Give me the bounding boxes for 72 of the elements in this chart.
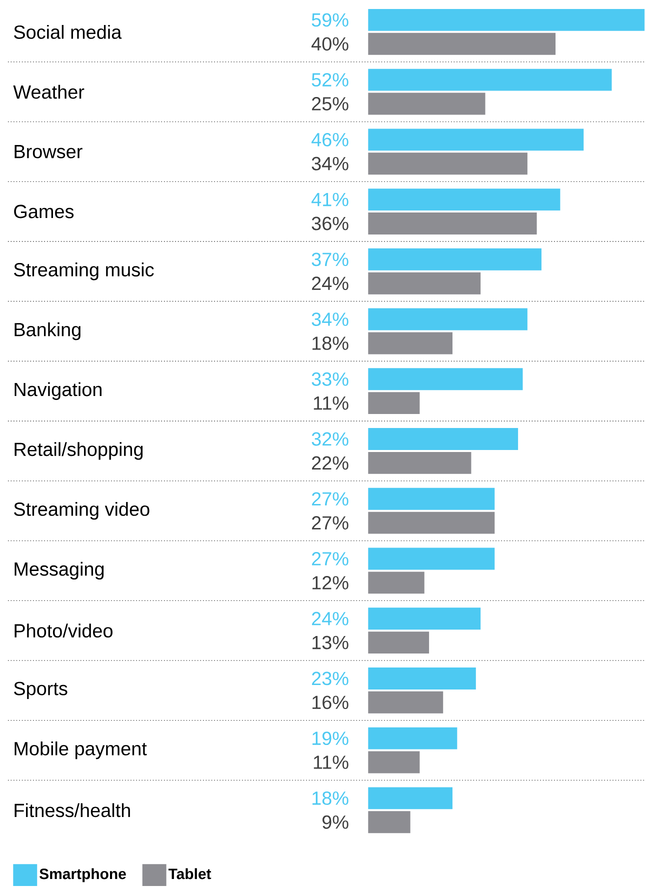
y-tick-label: Messaging — [14, 562, 104, 580]
bar — [368, 512, 495, 534]
legend-label: Smartphone — [40, 868, 126, 882]
y-tick-label: Browser — [14, 145, 82, 158]
data-label: 12% — [312, 576, 348, 590]
bar — [368, 751, 420, 774]
bar — [368, 608, 481, 630]
data-label: 24% — [312, 612, 348, 626]
y-tick-label: Retail/shopping — [14, 442, 143, 460]
data-label: 9% — [322, 815, 348, 829]
data-label: 37% — [312, 252, 348, 266]
data-label: 52% — [312, 73, 348, 87]
bar — [368, 667, 476, 690]
y-tick-label: Weather — [13, 84, 84, 99]
bar — [368, 8, 645, 31]
data-label: 16% — [312, 696, 348, 710]
data-label: 23% — [312, 672, 348, 686]
y-tick-label: Navigation — [14, 382, 102, 400]
y-tick-label: Sports — [14, 682, 68, 700]
data-label: 27% — [312, 552, 348, 566]
y-tick-label: Social media — [14, 24, 122, 39]
data-label: 34% — [312, 156, 348, 170]
bar — [368, 152, 528, 175]
bar — [368, 632, 430, 654]
bar — [368, 488, 495, 510]
y-tick-label: Games — [14, 204, 74, 218]
data-label: 11% — [314, 396, 348, 410]
data-label: 19% — [312, 732, 348, 746]
bar — [368, 428, 518, 450]
data-label: 33% — [312, 372, 348, 386]
y-tick-label: Banking — [14, 322, 80, 340]
bar — [368, 332, 453, 354]
bar — [368, 368, 523, 390]
data-label: 18% — [312, 336, 348, 350]
bar — [368, 572, 424, 594]
data-label: 40% — [312, 37, 348, 51]
data-label: 32% — [312, 432, 348, 446]
data-label: 46% — [312, 132, 348, 146]
data-label: 34% — [312, 312, 348, 326]
bar — [368, 188, 560, 211]
bar — [368, 548, 495, 570]
data-label: 22% — [312, 456, 348, 470]
data-label: 13% — [312, 636, 348, 650]
data-label: 36% — [312, 216, 348, 230]
data-label: 25% — [312, 97, 348, 110]
bar — [368, 92, 486, 115]
bar — [368, 32, 556, 55]
y-tick-label: Streaming video — [14, 502, 150, 520]
y-tick-label: Fitness/health — [14, 803, 130, 818]
bar — [368, 392, 420, 414]
data-label: 11% — [314, 756, 348, 769]
bar — [368, 787, 453, 810]
y-tick-label: Streaming music — [14, 262, 154, 280]
bar — [368, 128, 584, 151]
bar — [368, 68, 612, 91]
data-label: 27% — [312, 492, 348, 506]
bar — [368, 248, 542, 270]
bar — [368, 452, 472, 474]
y-tick-label: Photo/video — [14, 624, 113, 638]
bar — [368, 691, 444, 714]
y-tick-label: Mobile payment — [14, 741, 147, 760]
bar — [368, 272, 481, 294]
legend-label: Tablet — [168, 868, 212, 880]
data-label: 27% — [312, 516, 348, 530]
data-label: 59% — [312, 13, 348, 27]
data-label: 24% — [312, 276, 348, 290]
bar — [368, 212, 537, 234]
bar — [368, 727, 458, 750]
data-label: 18% — [312, 791, 348, 805]
bar — [368, 811, 410, 834]
data-label: 41% — [312, 192, 348, 206]
bar — [368, 308, 528, 330]
